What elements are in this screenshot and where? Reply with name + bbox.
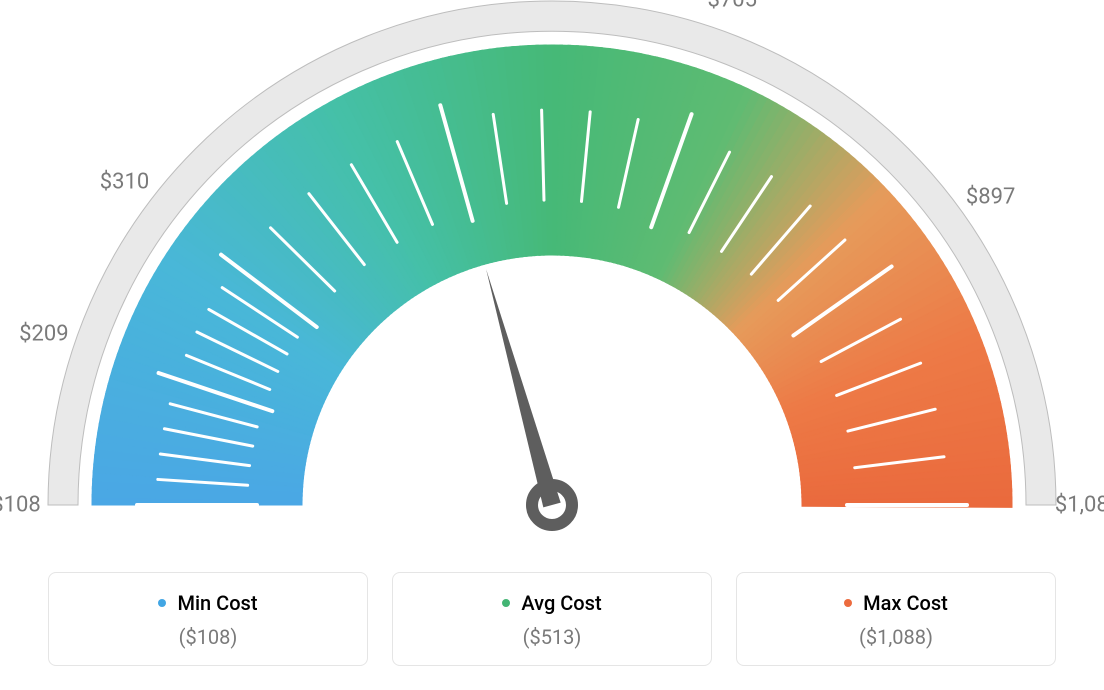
gauge-tick-label: $310	[100, 169, 149, 194]
gauge-tick-label: $705	[708, 0, 757, 13]
gauge-tick-label: $209	[19, 322, 68, 347]
gauge-tick-label: $897	[966, 184, 1015, 209]
legend-title-min: Min Cost	[59, 591, 357, 615]
legend-label: Min Cost	[177, 591, 257, 615]
legend-title-max: Max Cost	[747, 591, 1045, 615]
legend-card-min: Min Cost ($108)	[48, 572, 368, 666]
gauge-chart: $108 $209 $310 $513 $705 $897 $1,088	[0, 0, 1104, 560]
gauge-tick-label: $108	[0, 493, 41, 518]
dot-icon	[502, 599, 510, 607]
dot-icon	[158, 599, 166, 607]
legend-value: ($1,088)	[747, 625, 1045, 649]
gauge-tick-label: $1,088	[1055, 493, 1104, 518]
dot-icon	[844, 599, 852, 607]
legend-row: Min Cost ($108) Avg Cost ($513) Max Cost…	[0, 572, 1104, 666]
legend-title-avg: Avg Cost	[403, 591, 701, 615]
legend-label: Max Cost	[863, 591, 948, 615]
legend-value: ($108)	[59, 625, 357, 649]
legend-label: Avg Cost	[521, 591, 601, 615]
legend-card-avg: Avg Cost ($513)	[392, 572, 712, 666]
gauge-svg	[0, 0, 1104, 560]
gauge-tick-label: $513	[383, 0, 432, 1]
legend-value: ($513)	[403, 625, 701, 649]
legend-card-max: Max Cost ($1,088)	[736, 572, 1056, 666]
